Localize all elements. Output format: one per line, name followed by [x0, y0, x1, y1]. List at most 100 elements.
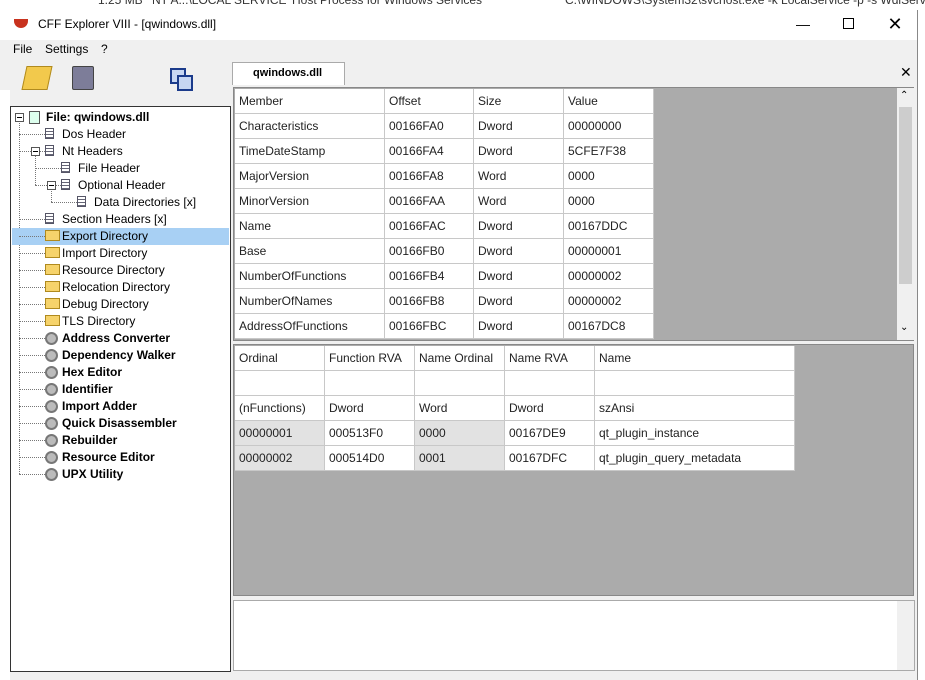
- tree-item[interactable]: Debug Directory: [62, 297, 149, 311]
- grid-cell[interactable]: 00166FB4: [385, 264, 474, 289]
- tree-item[interactable]: Resource Directory: [62, 263, 165, 277]
- tree-item[interactable]: Data Directories [x]: [94, 195, 197, 209]
- tree-line: [19, 219, 45, 220]
- tree-item[interactable]: Import Directory: [62, 246, 148, 260]
- doc-icon: [61, 162, 70, 173]
- grid-cell[interactable]: 00166FA0: [385, 114, 474, 139]
- grid-cell[interactable]: TimeDateStamp: [235, 139, 385, 164]
- grid-cell[interactable]: 00000001: [564, 239, 654, 264]
- tree-item[interactable]: UPX Utility: [62, 467, 124, 481]
- grid-cell[interactable]: NumberOfFunctions: [235, 264, 385, 289]
- expander[interactable]: [31, 147, 40, 156]
- tree-item[interactable]: Relocation Directory: [62, 280, 171, 294]
- background-text: 1.25 MB: [98, 0, 143, 7]
- column-header[interactable]: Name RVA: [505, 346, 595, 371]
- scrollbar[interactable]: [897, 601, 914, 670]
- tree-item[interactable]: Dependency Walker: [62, 348, 176, 362]
- tree-item[interactable]: File Header: [78, 161, 141, 175]
- grid-cell[interactable]: 00167DFC: [505, 446, 595, 471]
- menu-item[interactable]: File: [13, 42, 33, 56]
- grid-cell[interactable]: qt_plugin_query_metadata: [595, 446, 795, 471]
- grid-cell[interactable]: 00166FAC: [385, 214, 474, 239]
- minimize-button[interactable]: —: [796, 16, 810, 32]
- grid-cell[interactable]: 00166FAA: [385, 189, 474, 214]
- column-header[interactable]: Function RVA: [325, 346, 415, 371]
- windows-button[interactable]: [170, 68, 194, 92]
- column-header[interactable]: Offset: [385, 89, 474, 114]
- grid-cell[interactable]: Characteristics: [235, 114, 385, 139]
- grid-cell[interactable]: MajorVersion: [235, 164, 385, 189]
- grid-cell[interactable]: 0000: [564, 189, 654, 214]
- column-header[interactable]: Value: [564, 89, 654, 114]
- grid-cell[interactable]: 0000: [564, 164, 654, 189]
- grid-cell[interactable]: 00167DC8: [564, 314, 654, 339]
- grid-cell[interactable]: Base: [235, 239, 385, 264]
- tree-item[interactable]: Hex Editor: [62, 365, 123, 379]
- grid-cell[interactable]: Name: [235, 214, 385, 239]
- expander[interactable]: [47, 181, 56, 190]
- grid-cell[interactable]: AddressOfFunctions: [235, 314, 385, 339]
- grid-cell[interactable]: 00166FA4: [385, 139, 474, 164]
- tree-item[interactable]: Import Adder: [62, 399, 137, 413]
- grid-cell[interactable]: 5CFE7F38: [564, 139, 654, 164]
- grid-cell[interactable]: Dword: [474, 239, 564, 264]
- column-header[interactable]: Size: [474, 89, 564, 114]
- scroll-down[interactable]: ⌄: [900, 322, 909, 333]
- grid-cell: [505, 371, 595, 396]
- tree-item[interactable]: Dos Header: [62, 127, 127, 141]
- grid-cell[interactable]: 00000000: [564, 114, 654, 139]
- column-header[interactable]: Member: [235, 89, 385, 114]
- grid-cell[interactable]: NumberOfNames: [235, 289, 385, 314]
- tree-item[interactable]: Address Converter: [62, 331, 171, 345]
- grid-cell[interactable]: 000514D0: [325, 446, 415, 471]
- expander[interactable]: [15, 113, 24, 122]
- grid-cell[interactable]: 00166FBC: [385, 314, 474, 339]
- grid-cell[interactable]: 0001: [415, 446, 505, 471]
- grid-cell[interactable]: 00000002: [235, 446, 325, 471]
- grid-cell[interactable]: 00167DE9: [505, 421, 595, 446]
- grid-cell[interactable]: 000513F0: [325, 421, 415, 446]
- column-header[interactable]: Name: [595, 346, 795, 371]
- close-button[interactable]: ✕: [887, 14, 903, 34]
- tab[interactable]: qwindows.dll: [232, 62, 345, 85]
- grid-cell[interactable]: 00000002: [564, 264, 654, 289]
- grid-cell[interactable]: 00166FB8: [385, 289, 474, 314]
- scrollbar[interactable]: ⌃ ⌄: [897, 88, 914, 340]
- column-header[interactable]: Name Ordinal: [415, 346, 505, 371]
- grid-cell[interactable]: 00166FA8: [385, 164, 474, 189]
- tree-item[interactable]: TLS Directory: [62, 314, 136, 328]
- grid-cell[interactable]: Dword: [474, 314, 564, 339]
- grid-cell[interactable]: 0000: [415, 421, 505, 446]
- scroll-thumb[interactable]: [899, 107, 912, 284]
- grid-cell[interactable]: MinorVersion: [235, 189, 385, 214]
- tree-item[interactable]: Identifier: [62, 382, 113, 396]
- tree-item[interactable]: Resource Editor: [62, 450, 155, 464]
- grid-cell[interactable]: Dword: [474, 289, 564, 314]
- tree-item[interactable]: Rebuilder: [62, 433, 118, 447]
- grid-cell[interactable]: Dword: [474, 264, 564, 289]
- grid-cell[interactable]: qt_plugin_instance: [595, 421, 795, 446]
- grid-cell[interactable]: Word: [474, 164, 564, 189]
- grid-cell[interactable]: 00166FB0: [385, 239, 474, 264]
- tab-close[interactable]: ✕: [900, 64, 912, 80]
- tree-item[interactable]: Nt Headers: [62, 144, 123, 158]
- column-header[interactable]: Ordinal: [235, 346, 325, 371]
- grid-cell[interactable]: Dword: [474, 139, 564, 164]
- grid-cell[interactable]: 00000002: [564, 289, 654, 314]
- tree-item[interactable]: File: qwindows.dll: [46, 110, 150, 124]
- open-file-button[interactable]: [21, 66, 53, 90]
- grid-cell[interactable]: 00167DDC: [564, 214, 654, 239]
- scroll-up[interactable]: ⌃: [900, 90, 909, 101]
- menu-item[interactable]: Settings: [45, 42, 89, 56]
- menu-item[interactable]: ?: [101, 42, 108, 56]
- grid-cell[interactable]: Dword: [474, 214, 564, 239]
- grid-cell[interactable]: Dword: [474, 114, 564, 139]
- tree-item[interactable]: Section Headers [x]: [62, 212, 167, 226]
- grid-cell[interactable]: 00000001: [235, 421, 325, 446]
- tree-item[interactable]: Optional Header: [78, 178, 166, 192]
- save-file-button[interactable]: [72, 66, 94, 90]
- tree-item[interactable]: Export Directory: [62, 229, 149, 243]
- tree-item[interactable]: Quick Disassembler: [62, 416, 177, 430]
- grid-cell[interactable]: Word: [474, 189, 564, 214]
- maximize-button[interactable]: [834, 10, 864, 40]
